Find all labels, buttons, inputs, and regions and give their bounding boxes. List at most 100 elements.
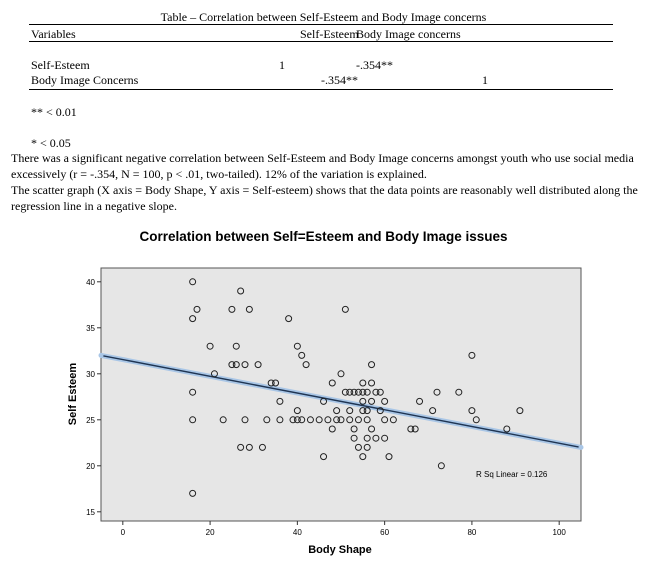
- scatter-point: [333, 407, 341, 415]
- scatter-point: [237, 443, 245, 451]
- scatter-point: [315, 416, 323, 424]
- scatter-point: [516, 407, 524, 415]
- scatter-point: [346, 416, 354, 424]
- col-header-self-esteem: Self-Esteem: [300, 27, 359, 41]
- scatter-point: [320, 397, 328, 405]
- scatter-point: [376, 407, 384, 415]
- scatter-point: [503, 425, 511, 433]
- scatter-point: [381, 434, 389, 442]
- table-caption: Table – Correlation between Self-Esteem …: [160, 10, 487, 24]
- scatter-point: [407, 425, 415, 433]
- scatter-point: [363, 434, 371, 442]
- row-label-self-esteem: Self-Esteem: [31, 58, 90, 72]
- scatter-point: [389, 416, 397, 424]
- scatter-point: [189, 489, 197, 497]
- scatter-point: [381, 416, 389, 424]
- scatter-point: [306, 416, 314, 424]
- table-bottom-rule: [29, 89, 613, 90]
- row-label-body-image: Body Image Concerns: [31, 73, 139, 87]
- scatter-point: [354, 388, 362, 396]
- scatter-point: [472, 416, 480, 424]
- note-p001: ** < 0.01: [31, 105, 77, 119]
- scatter-point: [232, 361, 240, 369]
- scatter-point: [350, 425, 358, 433]
- y-tick-label: 25: [86, 416, 95, 425]
- y-tick-label: 20: [86, 462, 95, 471]
- scatter-point: [293, 416, 301, 424]
- scatter-point: [381, 397, 389, 405]
- scatter-point: [376, 388, 384, 396]
- scatter-point: [272, 379, 280, 387]
- scatter-point: [210, 370, 218, 378]
- scatter-point: [359, 379, 367, 387]
- scatter-point: [232, 342, 240, 350]
- scatter-point: [359, 407, 367, 415]
- scatter-point: [346, 407, 354, 415]
- scatter-point: [354, 416, 362, 424]
- scatter-point: [241, 361, 249, 369]
- scatter-point: [328, 379, 336, 387]
- cell-self-esteem-2: -.354**: [356, 58, 393, 72]
- scatter-point: [241, 416, 249, 424]
- scatter-point: [193, 305, 201, 313]
- scatter-point: [328, 425, 336, 433]
- scatter-point: [298, 351, 306, 359]
- regression-end-marker: [98, 352, 104, 358]
- x-tick-label: 20: [206, 528, 215, 537]
- scatter-point: [245, 443, 253, 451]
- r-squared-annotation: R Sq Linear = 0.126: [476, 470, 548, 479]
- plot-area: [100, 267, 582, 522]
- scatter-point: [293, 407, 301, 415]
- scatter-point: [324, 416, 332, 424]
- note-p005: * < 0.05: [31, 136, 71, 150]
- scatter-point: [363, 443, 371, 451]
- scatter-point: [341, 305, 349, 313]
- scatter-point: [285, 315, 293, 323]
- results-paragraph: There was a significant negative correla…: [11, 150, 639, 214]
- scatter-point: [320, 453, 328, 461]
- scatter-point: [372, 434, 380, 442]
- scatter-point: [263, 416, 271, 424]
- y-tick-label: 40: [86, 278, 95, 287]
- scatter-point: [189, 388, 197, 396]
- scatter-point: [368, 397, 376, 405]
- scatter-point: [433, 388, 441, 396]
- scatter-point: [337, 416, 345, 424]
- scatter-point: [219, 416, 227, 424]
- scatter-point: [368, 425, 376, 433]
- scatter-point: [368, 379, 376, 387]
- scatter-point: [276, 416, 284, 424]
- scatter-point: [289, 416, 297, 424]
- scatter-point: [359, 397, 367, 405]
- y-tick-label: 30: [86, 370, 95, 379]
- scatter-point: [429, 407, 437, 415]
- x-tick-label: 80: [467, 528, 476, 537]
- chart-title: Correlation between Self=Esteem and Body…: [139, 229, 508, 244]
- scatter-point: [346, 388, 354, 396]
- scatter-point: [341, 388, 349, 396]
- scatter-point: [363, 407, 371, 415]
- scatter-point: [254, 361, 262, 369]
- scatter-point: [189, 315, 197, 323]
- scatter-point: [228, 361, 236, 369]
- scatter-point: [368, 361, 376, 369]
- x-axis-label: Body Shape: [308, 544, 372, 556]
- results-text-2: The scatter graph (X axis = Body Shape, …: [11, 183, 638, 213]
- col-header-body-image: Body Image concerns: [356, 27, 461, 41]
- scatter-point: [359, 453, 367, 461]
- regression-end-marker: [578, 444, 584, 450]
- scatter-point: [359, 388, 367, 396]
- scatter-point: [411, 425, 419, 433]
- y-tick-label: 15: [86, 508, 95, 517]
- x-tick-label: 40: [293, 528, 302, 537]
- scatter-point: [468, 351, 476, 359]
- scatter-point: [258, 443, 266, 451]
- scatter-point: [228, 305, 236, 313]
- scatter-point: [468, 407, 476, 415]
- scatter-point: [363, 388, 371, 396]
- regression-line: [100, 354, 582, 449]
- scatter-point: [333, 416, 341, 424]
- scatter-point: [302, 361, 310, 369]
- scatter-point: [189, 416, 197, 424]
- x-tick-label: 100: [553, 528, 567, 537]
